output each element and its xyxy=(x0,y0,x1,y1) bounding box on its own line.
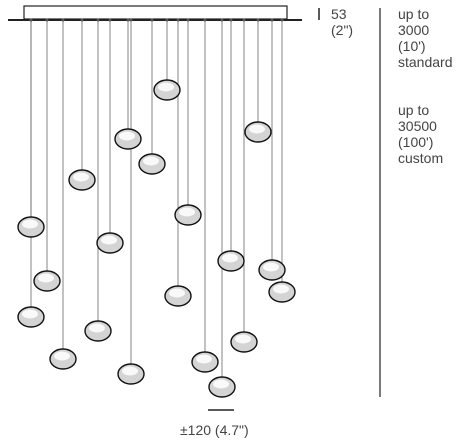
pendant-globe xyxy=(96,232,124,254)
pendant-globe xyxy=(49,348,77,370)
pendant-globe xyxy=(230,331,258,353)
pendant-globe-highlight xyxy=(119,131,135,141)
canopy xyxy=(8,5,302,21)
pendant-globe-highlight xyxy=(38,273,54,283)
pendant-globe xyxy=(258,259,286,281)
canopy-height-label: 53 (2") xyxy=(331,6,353,38)
drop-standard-imperial: (10') xyxy=(398,38,426,54)
canopy-height-value: 53 xyxy=(331,6,347,22)
pendant-globe-highlight xyxy=(249,124,265,134)
cord-anchor xyxy=(61,18,65,22)
pendant-globe-highlight xyxy=(89,323,105,333)
pendant-globe-highlight xyxy=(122,366,138,376)
pendant-globe xyxy=(138,153,166,175)
cord-anchor xyxy=(150,18,154,22)
cord-anchor xyxy=(203,18,207,22)
pendant-globe-highlight xyxy=(22,309,38,319)
cord-anchor xyxy=(220,18,224,22)
cord-anchor xyxy=(165,18,169,22)
cord-anchor xyxy=(256,18,260,22)
pendant-globe xyxy=(33,270,61,292)
pendant-globe-highlight xyxy=(273,284,289,294)
pendant-globe-highlight xyxy=(179,207,195,217)
pendant-globe xyxy=(268,281,296,303)
pendant-globe xyxy=(164,285,192,307)
pendant-globe xyxy=(217,250,245,272)
pendant-globe-highlight xyxy=(263,262,279,272)
pendant-globe xyxy=(153,79,181,101)
cord-anchor xyxy=(126,18,130,22)
pendant-globe-highlight xyxy=(22,219,38,229)
pendant-globes xyxy=(17,79,296,398)
pendant-globe xyxy=(84,320,112,342)
drop-custom-label: up to 30500 (100') custom xyxy=(398,102,443,166)
cord-anchor xyxy=(229,18,233,22)
cord-anchor xyxy=(80,18,84,22)
cord-anchor xyxy=(270,18,274,22)
pendant-globe-highlight xyxy=(169,288,185,298)
pendant-width-label: ±120 (4.7") xyxy=(180,422,249,438)
drop-custom-line1: up to xyxy=(398,102,430,118)
pendant-globe-highlight xyxy=(73,172,89,182)
cord-anchor xyxy=(29,18,33,22)
pendant-globe-highlight xyxy=(196,354,212,364)
pendant-globe-highlight xyxy=(213,379,229,389)
drop-custom-note: custom xyxy=(398,150,444,166)
pendant-globe xyxy=(244,121,272,143)
cord-anchor xyxy=(45,18,49,22)
pendant-globe xyxy=(208,376,236,398)
cord-anchor xyxy=(186,18,190,22)
pendant-globe-highlight xyxy=(235,334,251,344)
pendant-globe xyxy=(68,169,96,191)
drop-custom-value: 30500 xyxy=(398,118,437,134)
cord-anchor xyxy=(176,18,180,22)
drop-standard-line1: up to xyxy=(398,6,430,22)
pendant-globe xyxy=(191,351,219,373)
pendant-globe xyxy=(17,216,45,238)
suspension-cords xyxy=(29,18,284,377)
cord-anchor xyxy=(280,18,284,22)
drop-standard-label: up to 3000 (10') standard xyxy=(398,6,452,70)
pendant-globe xyxy=(17,306,45,328)
cord-anchor xyxy=(242,18,246,22)
pendant-globe-highlight xyxy=(222,253,238,263)
pendant-globe-highlight xyxy=(143,156,159,166)
pendant-globe xyxy=(174,204,202,226)
pendant-globe xyxy=(114,128,142,150)
pendant-globe-highlight xyxy=(54,351,70,361)
pendant-globe xyxy=(117,363,145,385)
cord-anchor xyxy=(108,18,112,22)
pendant-globe-highlight xyxy=(158,82,174,92)
canopy-height-imperial: (2") xyxy=(331,22,354,38)
pendant-globe-highlight xyxy=(101,235,117,245)
canopy-plate xyxy=(23,5,288,20)
drop-custom-imperial: (100') xyxy=(398,134,434,150)
cord-anchor xyxy=(96,18,100,22)
drop-standard-note: standard xyxy=(398,54,453,70)
cord-anchor xyxy=(129,18,133,22)
drop-standard-value: 3000 xyxy=(398,22,430,38)
